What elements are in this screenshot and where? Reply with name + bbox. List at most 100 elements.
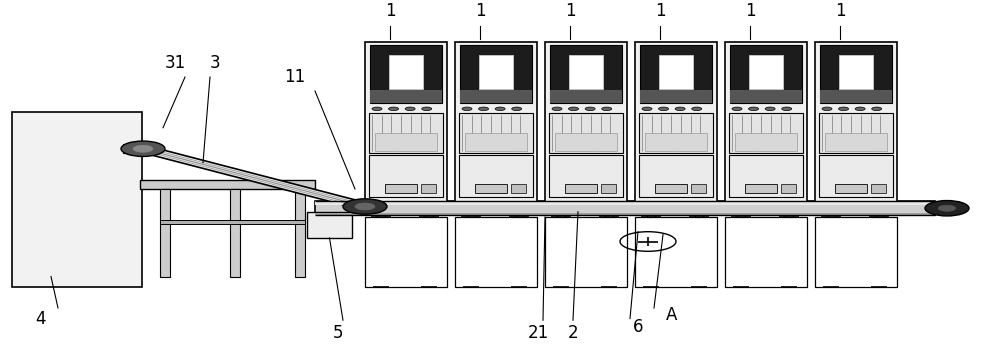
Bar xyxy=(479,55,513,89)
Bar xyxy=(375,133,437,151)
Circle shape xyxy=(512,107,522,111)
Circle shape xyxy=(343,199,387,214)
Circle shape xyxy=(839,107,849,111)
Bar xyxy=(825,133,887,151)
Bar xyxy=(550,45,622,103)
Bar xyxy=(369,155,443,197)
Circle shape xyxy=(732,107,742,111)
Bar xyxy=(555,133,617,151)
Text: 3: 3 xyxy=(210,54,220,72)
Circle shape xyxy=(355,203,375,210)
Bar xyxy=(385,184,417,193)
Circle shape xyxy=(925,201,969,216)
Bar xyxy=(545,217,627,287)
Circle shape xyxy=(495,107,505,111)
Bar xyxy=(639,155,713,197)
Circle shape xyxy=(133,145,153,152)
Bar xyxy=(475,184,507,193)
Circle shape xyxy=(675,107,685,111)
Circle shape xyxy=(121,141,165,156)
Circle shape xyxy=(372,107,382,111)
Circle shape xyxy=(938,205,956,211)
Circle shape xyxy=(872,107,882,111)
Bar xyxy=(550,90,622,103)
Circle shape xyxy=(822,107,832,111)
Bar xyxy=(365,217,447,287)
Bar xyxy=(815,42,897,203)
Bar xyxy=(160,220,305,224)
Bar xyxy=(730,45,802,103)
Bar xyxy=(459,113,533,153)
Bar xyxy=(365,42,447,203)
Polygon shape xyxy=(133,147,375,208)
Bar xyxy=(545,42,627,203)
Bar xyxy=(749,55,783,89)
Circle shape xyxy=(659,107,669,111)
Bar xyxy=(123,144,148,153)
Bar xyxy=(640,45,712,103)
Text: 5: 5 xyxy=(333,323,343,342)
Bar xyxy=(315,201,935,205)
Circle shape xyxy=(642,107,652,111)
Bar xyxy=(12,112,142,287)
Circle shape xyxy=(422,107,432,111)
Text: A: A xyxy=(666,306,678,324)
Bar xyxy=(820,90,892,103)
Circle shape xyxy=(479,107,489,111)
Bar xyxy=(370,90,442,103)
Bar xyxy=(820,45,892,103)
Bar xyxy=(835,184,867,193)
Bar xyxy=(315,213,935,215)
Bar xyxy=(460,90,532,103)
Text: 31: 31 xyxy=(164,54,186,72)
Bar xyxy=(601,184,616,193)
Bar xyxy=(691,184,706,193)
Bar xyxy=(140,180,315,189)
Bar xyxy=(569,55,603,89)
Bar xyxy=(295,189,305,276)
Circle shape xyxy=(749,107,759,111)
Text: 2: 2 xyxy=(568,323,578,342)
Text: 6: 6 xyxy=(633,318,643,336)
Bar xyxy=(389,55,423,89)
Text: 1: 1 xyxy=(835,1,845,20)
Bar xyxy=(730,90,802,103)
Bar xyxy=(659,55,693,89)
Bar xyxy=(635,217,717,287)
Bar xyxy=(819,113,893,153)
Circle shape xyxy=(389,107,399,111)
Circle shape xyxy=(602,107,612,111)
Circle shape xyxy=(405,107,415,111)
Bar xyxy=(565,184,597,193)
Circle shape xyxy=(692,107,702,111)
Bar xyxy=(307,212,352,238)
Bar xyxy=(645,133,707,151)
Bar xyxy=(729,113,803,153)
Bar xyxy=(421,184,436,193)
Text: 1: 1 xyxy=(385,1,395,20)
Bar xyxy=(815,217,897,287)
Bar xyxy=(230,189,240,276)
Bar xyxy=(725,42,807,203)
Bar xyxy=(871,184,886,193)
Bar xyxy=(549,113,623,153)
Text: 11: 11 xyxy=(284,68,306,86)
Bar xyxy=(819,155,893,197)
Bar xyxy=(781,184,796,193)
Bar xyxy=(839,55,873,89)
Bar xyxy=(315,201,935,215)
Circle shape xyxy=(782,107,792,111)
Bar xyxy=(465,133,527,151)
Bar xyxy=(729,155,803,197)
Circle shape xyxy=(765,107,775,111)
Bar xyxy=(460,45,532,103)
Circle shape xyxy=(585,107,595,111)
Bar xyxy=(511,184,526,193)
Bar xyxy=(640,90,712,103)
Bar xyxy=(455,217,537,287)
Circle shape xyxy=(855,107,865,111)
Bar xyxy=(725,217,807,287)
Text: 1: 1 xyxy=(475,1,485,20)
Bar xyxy=(655,184,687,193)
Bar xyxy=(160,189,170,276)
